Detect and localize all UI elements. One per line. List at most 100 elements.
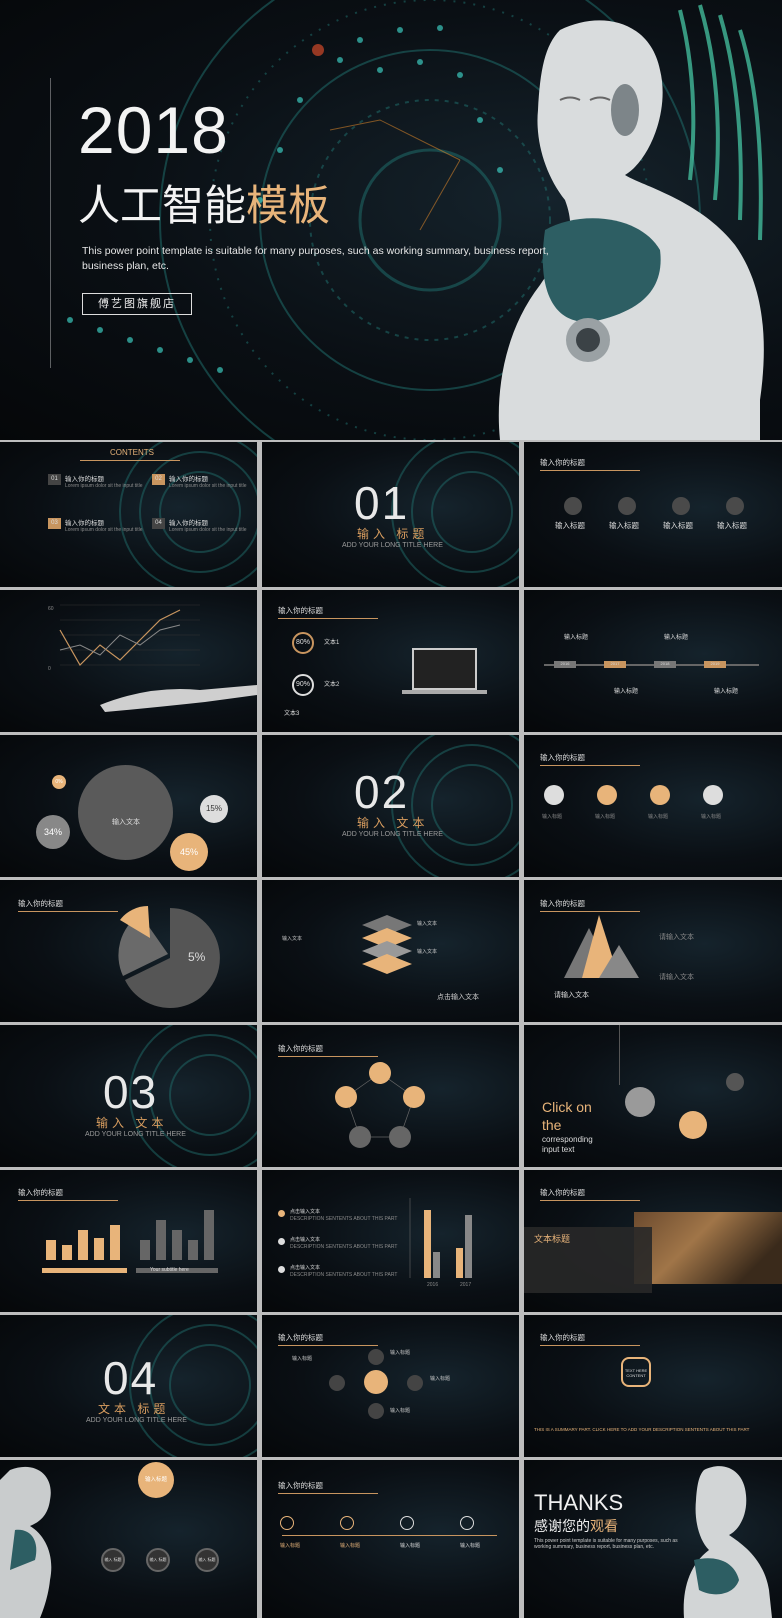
hero-year: 2018 bbox=[78, 93, 229, 167]
clickon-title-2: the bbox=[542, 1117, 562, 1133]
section-cn-title: 输入 标题 bbox=[357, 527, 429, 541]
slide-heading: 输入你的标题 bbox=[540, 1333, 585, 1342]
slide-quad[interactable]: 输入你的标题 TEXT HERE CONTENT THIS IS A SUMMA… bbox=[524, 1315, 782, 1457]
tree-node-1: 输入 标题 bbox=[101, 1548, 125, 1572]
heading-underline bbox=[540, 911, 640, 912]
laptop-image bbox=[412, 648, 477, 690]
heading-underline bbox=[540, 1345, 640, 1346]
contents-desc-4: Lorem ipsum dolor sit the input title bbox=[169, 527, 247, 533]
slide-thanks[interactable]: THANKS 感谢您的观看 This power point template … bbox=[524, 1460, 782, 1618]
pie-big-percent: 5% bbox=[188, 950, 206, 964]
rings-decoration bbox=[119, 442, 257, 587]
layers-diagram bbox=[362, 915, 412, 974]
contents-num-1: 01 bbox=[48, 474, 61, 485]
slide-heading: 输入你的标题 bbox=[540, 458, 585, 467]
contents-title-1[interactable]: 输入你的标题 bbox=[65, 476, 104, 483]
percent-ring-1: 80% bbox=[292, 632, 314, 654]
thanks-cn-accent: 观看 bbox=[590, 1518, 618, 1534]
handshake-icon bbox=[364, 1370, 388, 1394]
slide-percent[interactable]: 输入你的标题 80% 90% 文本1 文本2 文本3 bbox=[262, 590, 519, 732]
clickon-title-1: Click on bbox=[542, 1099, 592, 1115]
icon-label-4: 输入标题 bbox=[717, 521, 747, 530]
image-icon bbox=[564, 497, 582, 515]
icon-label-4: 输入标题 bbox=[701, 814, 722, 820]
user-icon bbox=[329, 1375, 345, 1391]
bullet-dot bbox=[278, 1266, 285, 1273]
contents-num-3: 03 bbox=[48, 518, 61, 529]
cycle-label-2: 输入标题 bbox=[430, 1376, 451, 1382]
contents-title-2[interactable]: 输入你的标题 bbox=[169, 476, 208, 483]
slide-heading: 输入你的标题 bbox=[278, 1333, 323, 1342]
icon-label-1: 输入标题 bbox=[555, 521, 585, 530]
timeline-label-2: 输入标题 bbox=[664, 635, 689, 641]
contents-desc-3: Lorem ipsum dolor sit the input title bbox=[65, 527, 143, 533]
layer-label-3: 输入文本 bbox=[417, 949, 438, 955]
slide-triangles[interactable]: 输入你的标题 请输入文本 请输入文本 请输入文本 bbox=[524, 880, 782, 1022]
layer-label-4: 点击输入文本 bbox=[437, 994, 479, 1001]
slide-section-03[interactable]: 03 输入 文本 ADD YOUR LONG TITLE HERE bbox=[0, 1025, 257, 1167]
quad-footer: THIS IS A SUMMARY PART. CLICK HERE TO AD… bbox=[534, 1427, 750, 1432]
timeline-label-1: 输入标题 bbox=[564, 635, 589, 641]
slide-section-02[interactable]: 02 输入 文本 ADD YOUR LONG TITLE HERE bbox=[262, 735, 519, 877]
section-en-title: ADD YOUR LONG TITLE HERE bbox=[342, 542, 443, 549]
icon-label-3: 输入标题 bbox=[648, 814, 669, 820]
contents-title-3[interactable]: 输入你的标题 bbox=[65, 520, 104, 527]
slide-heading: 输入你的标题 bbox=[540, 899, 585, 908]
steps-axis bbox=[282, 1535, 497, 1536]
layer-label-2: 输入文本 bbox=[282, 936, 303, 942]
city-photo bbox=[634, 1212, 782, 1284]
timeline-year-3: 2018 bbox=[654, 661, 676, 668]
briefcase-icon bbox=[340, 1516, 354, 1530]
timeline-year-4: 2019 bbox=[704, 661, 726, 668]
contents-heading: CONTENTS bbox=[110, 448, 154, 457]
slide-bar-chart-2[interactable]: 点击输入文本 DESCRIPTION SENTENTS ABOUT THIS P… bbox=[262, 1170, 519, 1312]
phone-icon bbox=[400, 1516, 414, 1530]
store-label[interactable]: 傅艺图旗舰店 bbox=[82, 293, 192, 315]
contents-title-4[interactable]: 输入你的标题 bbox=[169, 520, 208, 527]
slide-tree[interactable]: 输入标题 输入 标题 输入 标题 输入 标题 bbox=[0, 1460, 257, 1618]
slide-timeline[interactable]: 2016 2017 2018 2019 输入标题 输入标题 输入标题 输入标题 bbox=[524, 590, 782, 732]
slide-click-on[interactable]: Click on the corresponding input text bbox=[524, 1025, 782, 1167]
slide-city[interactable]: 输入你的标题 文本标题 bbox=[524, 1170, 782, 1312]
accent-vertical-line bbox=[50, 78, 51, 368]
heading-underline bbox=[278, 618, 378, 619]
slide-section-04[interactable]: 04 文本 标题 ADD YOUR LONG TITLE HERE bbox=[0, 1315, 257, 1457]
y-tick: 0 bbox=[48, 666, 51, 672]
tree-node-2: 输入 标题 bbox=[146, 1548, 170, 1572]
heading-underline bbox=[540, 470, 640, 471]
bullet-desc-1: DESCRIPTION SENTENTS ABOUT THIS PART bbox=[290, 1216, 398, 1222]
slide-bubbles[interactable]: 输入文本 0% 34% 15% 45% bbox=[0, 735, 257, 877]
title-slide[interactable]: 2018 人工智能模板 This power point template is… bbox=[0, 0, 782, 440]
camera-icon bbox=[672, 497, 690, 515]
bubble-left: 34% bbox=[36, 815, 70, 849]
slide-heading: 输入你的标题 bbox=[540, 1188, 585, 1197]
thanks-desc: This power point template is suitable fo… bbox=[534, 1538, 678, 1550]
icon-label-2: 输入标题 bbox=[595, 814, 616, 820]
slide-layers[interactable]: 输入文本 输入文本 输入文本 点击输入文本 bbox=[262, 880, 519, 1022]
slide-icons-4[interactable]: 输入你的标题 输入标题 输入标题 输入标题 输入标题 bbox=[524, 442, 782, 587]
section-cn-title: 输入 文本 bbox=[96, 1116, 168, 1130]
slide-cycle[interactable]: 输入你的标题 输入标题 输入标题 输入标题 输入标题 bbox=[262, 1315, 519, 1457]
slide-pentagon[interactable]: 输入你的标题 bbox=[262, 1025, 519, 1167]
heading-underline bbox=[540, 765, 640, 766]
slide-section-01[interactable]: 01 输入 标题 ADD YOUR LONG TITLE HERE bbox=[262, 442, 519, 587]
hero-description: This power point template is suitable fo… bbox=[82, 245, 549, 272]
bullet-desc-2: DESCRIPTION SENTENTS ABOUT THIS PART bbox=[290, 1244, 398, 1250]
triangle-btn-label[interactable]: 请输入文本 bbox=[554, 992, 589, 999]
slide-bar-chart-1[interactable]: 输入你的标题 Your subtitle here bbox=[0, 1170, 257, 1312]
slide-line-chart[interactable]: 60 0 bbox=[0, 590, 257, 732]
section-en-title: ADD YOUR LONG TITLE HERE bbox=[85, 1131, 186, 1138]
cycle-label-1: 输入标题 bbox=[390, 1350, 411, 1356]
icon-label-3: 输入标题 bbox=[663, 521, 693, 530]
slide-icons-4b[interactable]: 输入你的标题 输入标题 输入标题 输入标题 输入标题 bbox=[524, 735, 782, 877]
heading-underline bbox=[18, 911, 118, 912]
slide-pie[interactable]: 输入你的标题 5% bbox=[0, 880, 257, 1022]
bar-caption: Your subtitle here bbox=[150, 1267, 189, 1273]
triangle-label-2: 请输入文本 bbox=[659, 974, 694, 981]
slide-steps[interactable]: 输入你的标题 输入标题 输入标题 输入标题 输入标题 bbox=[262, 1460, 519, 1618]
slide-contents[interactable]: CONTENTS 01 输入你的标题 Lorem ipsum dolor sit… bbox=[0, 442, 257, 587]
section-cn-title: 文本 标题 bbox=[98, 1402, 170, 1416]
bullet-desc-3: DESCRIPTION SENTENTS ABOUT THIS PART bbox=[290, 1272, 398, 1278]
thanks-title: THANKS bbox=[534, 1490, 624, 1515]
